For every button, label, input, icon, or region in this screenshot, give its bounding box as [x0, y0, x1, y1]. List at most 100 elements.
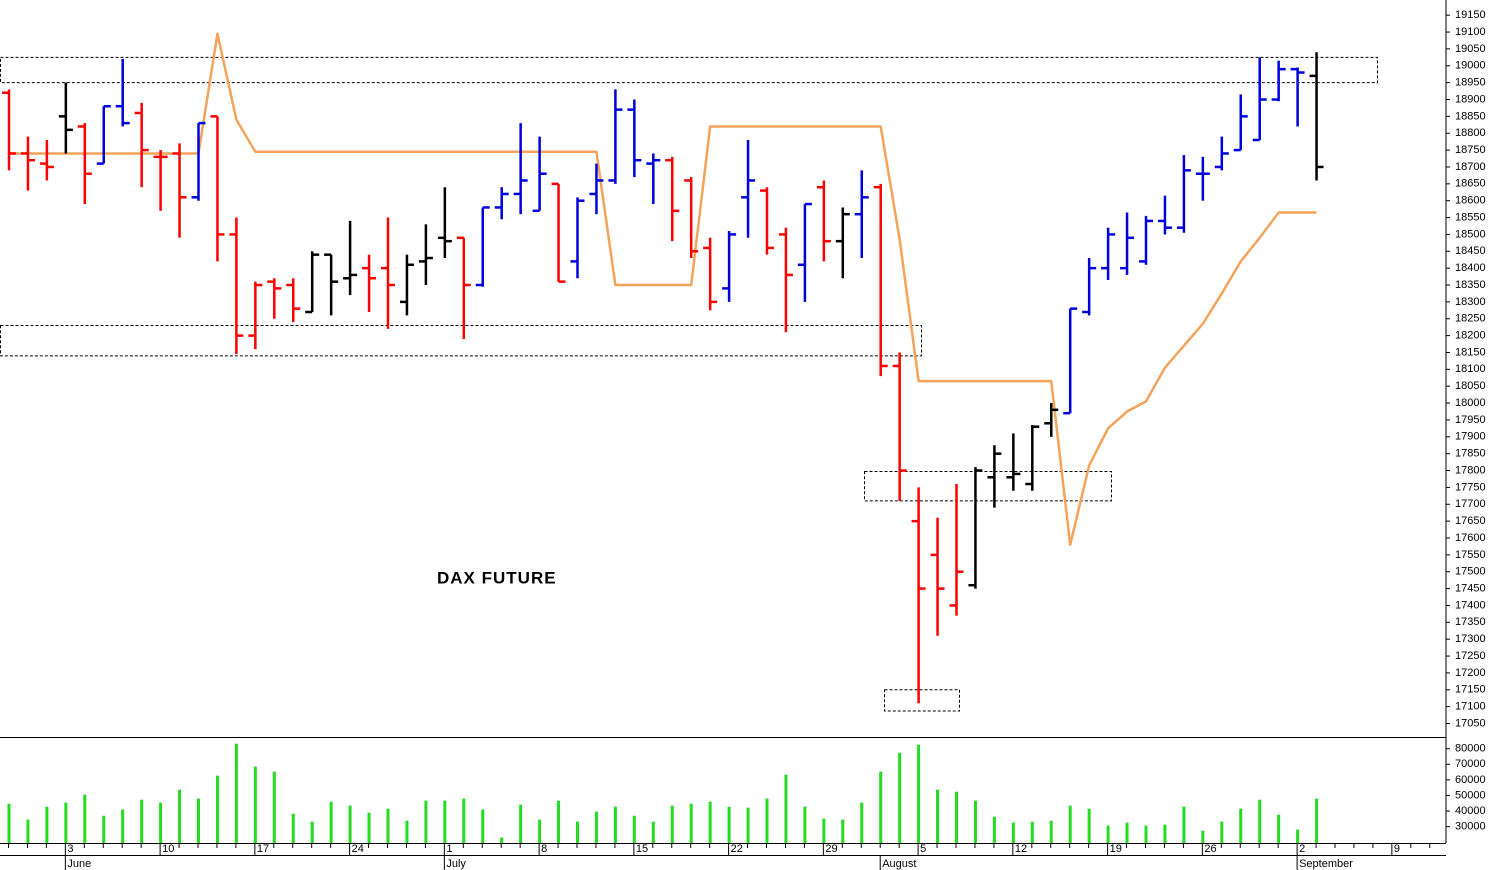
volume-tick-label: 60000: [1455, 774, 1486, 786]
volume-bar: [234, 743, 238, 843]
y-tick-label: 17150: [1455, 684, 1486, 696]
volume-bar: [481, 809, 485, 843]
volume-bar: [83, 794, 87, 843]
volume-bar: [727, 806, 731, 843]
y-tick-label: 18300: [1455, 296, 1486, 308]
y-tick-label: 18000: [1455, 397, 1486, 409]
zone: [884, 689, 960, 712]
y-tick-label: 17750: [1455, 481, 1486, 493]
y-tick-label: 17500: [1455, 566, 1486, 578]
volume-bar: [822, 818, 826, 843]
volume-bar: [538, 819, 542, 843]
volume-bar: [102, 815, 106, 843]
x-tick-label: 12: [1015, 843, 1027, 855]
volume-bar: [557, 800, 561, 843]
volume-bar: [45, 806, 49, 843]
volume-tick-label: 50000: [1455, 789, 1486, 801]
volume-tick-label: 40000: [1455, 805, 1486, 817]
y-tick-label: 18100: [1455, 363, 1486, 375]
volume-bar: [841, 819, 845, 843]
volume-bar: [803, 806, 807, 843]
volume-bar: [936, 789, 940, 843]
volume-bar: [613, 806, 617, 843]
y-tick-label: 18600: [1455, 195, 1486, 207]
volume-bar: [879, 771, 883, 843]
x-tick-label: 10: [162, 843, 174, 855]
y-tick-label: 17950: [1455, 414, 1486, 426]
volume-bar: [651, 821, 655, 843]
y-tick-label: 18200: [1455, 330, 1486, 342]
y-tick-label: 17050: [1455, 717, 1486, 729]
y-tick-label: 17900: [1455, 431, 1486, 443]
volume-bar: [291, 813, 295, 843]
y-tick-label: 17850: [1455, 448, 1486, 460]
volume-bar: [64, 802, 68, 843]
chart-title: DAX FUTURE: [437, 568, 557, 587]
y-tick-label: 18900: [1455, 93, 1486, 105]
y-tick-label: 17300: [1455, 633, 1486, 645]
volume-bar: [215, 775, 219, 843]
volume-bar: [860, 802, 864, 843]
y-tick-label: 18350: [1455, 279, 1486, 291]
zone: [0, 324, 922, 357]
volume-bar: [992, 816, 996, 843]
volume-bar: [955, 791, 958, 843]
volume-bar: [1049, 820, 1053, 843]
volume-bar: [197, 798, 200, 843]
x-tick-label: 3: [67, 843, 73, 855]
y-tick-label: 18750: [1455, 144, 1486, 156]
volume-bar: [1144, 825, 1148, 843]
volume-bar: [917, 744, 921, 843]
volume-bar: [1087, 808, 1091, 843]
volume-bar: [367, 812, 371, 843]
volume-bar: [1068, 805, 1072, 843]
volume-bar: [708, 801, 712, 843]
volume-bar: [765, 798, 769, 843]
y-tick-label: 17200: [1455, 667, 1486, 679]
y-tick-label: 18950: [1455, 77, 1486, 89]
y-tick-label: 17350: [1455, 616, 1486, 628]
y-tick-label: 18450: [1455, 245, 1486, 257]
volume-bar: [26, 819, 30, 843]
y-tick-label: 19000: [1455, 60, 1486, 72]
volume-bar: [1277, 814, 1281, 843]
volume-bar: [1239, 808, 1243, 843]
y-tick-label: 17800: [1455, 464, 1486, 476]
month-label: June: [67, 858, 91, 870]
volume-bar: [973, 800, 977, 843]
y-tick-label: 17550: [1455, 549, 1486, 561]
volume-bar: [1011, 822, 1015, 843]
volume-bar: [178, 789, 182, 843]
volume-bar: [7, 803, 11, 843]
y-tick-label: 17100: [1455, 701, 1486, 713]
volume-bar: [594, 811, 598, 843]
volume-bar: [121, 809, 125, 843]
x-tick-label: 22: [731, 843, 743, 855]
volume-bar: [462, 798, 466, 843]
y-tick-label: 18500: [1455, 228, 1486, 240]
volume-bar: [329, 801, 333, 843]
volume-bar: [746, 807, 750, 843]
volume-bar: [1220, 821, 1224, 843]
volume-bar: [386, 808, 390, 843]
volume-bar: [784, 774, 788, 843]
volume-bar: [632, 815, 636, 843]
volume-bar: [1296, 829, 1300, 843]
x-tick-label: 1: [446, 843, 452, 855]
y-tick-label: 18400: [1455, 262, 1486, 274]
y-tick-label: 17700: [1455, 498, 1486, 510]
y-tick-label: 18250: [1455, 313, 1486, 325]
y-tick-label: 19050: [1455, 43, 1486, 55]
x-tick-label: 19: [1110, 843, 1122, 855]
x-tick-label: 17: [257, 843, 269, 855]
volume-bar: [1258, 799, 1262, 843]
volume-bar: [1182, 806, 1186, 843]
month-label: September: [1299, 858, 1353, 870]
volume-bar: [272, 771, 276, 843]
volume-bar: [670, 805, 674, 843]
volume-bar: [500, 837, 504, 843]
y-tick-label: 17650: [1455, 515, 1486, 527]
